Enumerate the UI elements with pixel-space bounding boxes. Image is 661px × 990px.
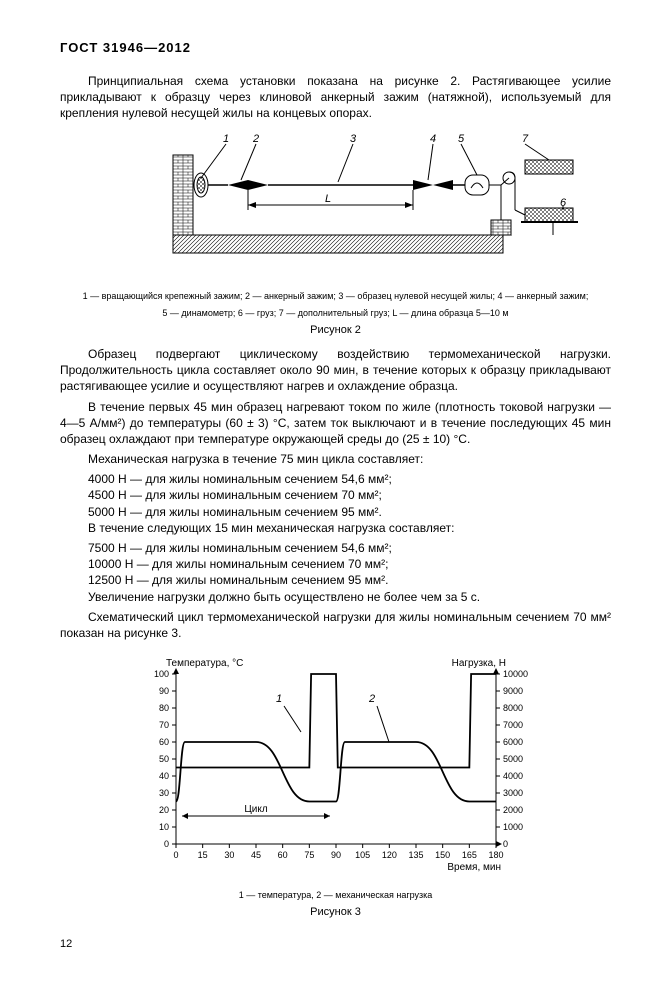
- fig3-caption: 1 — температура, 2 — механическая нагруз…: [60, 890, 611, 902]
- body-l3: 5000 Н — для жилы номинальным сечением 9…: [60, 504, 611, 520]
- fig2-caption-2: 5 — динамометр; 6 — груз; 7 — дополнител…: [60, 308, 611, 320]
- svg-text:1: 1: [223, 133, 229, 145]
- svg-text:1000: 1000: [503, 822, 523, 832]
- svg-text:3: 3: [350, 133, 357, 145]
- svg-text:30: 30: [224, 850, 234, 860]
- body-p1: Образец подвергают циклическому воздейст…: [60, 346, 611, 395]
- fig2-caption-1: 1 — вращающийся крепежный зажим; 2 — анк…: [60, 291, 611, 303]
- svg-text:20: 20: [158, 805, 168, 815]
- svg-text:90: 90: [330, 850, 340, 860]
- svg-text:7: 7: [522, 133, 529, 145]
- svg-text:0: 0: [163, 839, 168, 849]
- svg-text:Температура, °С: Температура, °С: [166, 658, 243, 669]
- svg-text:40: 40: [158, 771, 168, 781]
- fig3-label: Рисунок 3: [60, 906, 611, 918]
- body-l1: 4000 Н — для жилы номинальным сечением 5…: [60, 471, 611, 487]
- svg-text:8000: 8000: [503, 703, 523, 713]
- svg-text:2: 2: [368, 693, 375, 705]
- svg-text:Цикл: Цикл: [244, 804, 267, 815]
- svg-text:9000: 9000: [503, 686, 523, 696]
- svg-text:6000: 6000: [503, 737, 523, 747]
- svg-text:Время, мин: Время, мин: [447, 862, 501, 873]
- svg-text:100: 100: [153, 669, 168, 679]
- svg-text:90: 90: [158, 686, 168, 696]
- svg-text:10: 10: [158, 822, 168, 832]
- svg-text:135: 135: [408, 850, 423, 860]
- svg-text:15: 15: [197, 850, 207, 860]
- svg-text:4: 4: [430, 133, 436, 145]
- svg-text:1: 1: [276, 693, 282, 705]
- svg-text:10000: 10000: [503, 669, 528, 679]
- body-p2: В течение первых 45 мин образец нагреваю…: [60, 399, 611, 448]
- svg-text:0: 0: [173, 850, 178, 860]
- body-p5: Увеличение нагрузки должно быть осуществ…: [60, 589, 611, 605]
- body-l4: 7500 Н — для жилы номинальным сечением 5…: [60, 540, 611, 556]
- svg-text:120: 120: [381, 850, 396, 860]
- svg-text:75: 75: [304, 850, 314, 860]
- svg-text:2: 2: [252, 133, 259, 145]
- svg-text:80: 80: [158, 703, 168, 713]
- svg-text:Нагрузка, Н: Нагрузка, Н: [451, 658, 505, 669]
- svg-text:60: 60: [277, 850, 287, 860]
- body-p3: Механическая нагрузка в течение 75 мин ц…: [60, 451, 611, 467]
- dim-L: L: [325, 193, 331, 205]
- svg-text:0: 0: [503, 839, 508, 849]
- body-p4: В течение следующих 15 мин механическая …: [60, 520, 611, 536]
- svg-text:30: 30: [158, 788, 168, 798]
- doc-header: ГОСТ 31946—2012: [60, 40, 611, 55]
- svg-text:5: 5: [458, 133, 465, 145]
- figure-2: L 1 2 3 4 5 7 6: [60, 130, 611, 283]
- svg-text:3000: 3000: [503, 788, 523, 798]
- fig2-label: Рисунок 2: [60, 324, 611, 336]
- svg-text:7000: 7000: [503, 720, 523, 730]
- svg-text:105: 105: [355, 850, 370, 860]
- body-l6: 12500 Н — для жилы номинальным сечением …: [60, 572, 611, 588]
- page-number: 12: [60, 938, 611, 950]
- svg-text:6: 6: [560, 197, 567, 209]
- svg-text:165: 165: [461, 850, 476, 860]
- svg-text:2000: 2000: [503, 805, 523, 815]
- body-p6: Схематический цикл термомеханической наг…: [60, 609, 611, 641]
- svg-text:70: 70: [158, 720, 168, 730]
- figure-3: 0102030405060708090100Температура, °С010…: [60, 649, 611, 882]
- body-l5: 10000 Н — для жилы номинальным сечением …: [60, 556, 611, 572]
- intro-paragraph: Принципиальная схема установки показана …: [60, 73, 611, 122]
- svg-text:5000: 5000: [503, 754, 523, 764]
- svg-text:45: 45: [250, 850, 260, 860]
- svg-text:180: 180: [488, 850, 503, 860]
- svg-text:60: 60: [158, 737, 168, 747]
- svg-text:4000: 4000: [503, 771, 523, 781]
- body-l2: 4500 Н — для жилы номинальным сечением 7…: [60, 487, 611, 503]
- svg-text:50: 50: [158, 754, 168, 764]
- svg-text:150: 150: [435, 850, 450, 860]
